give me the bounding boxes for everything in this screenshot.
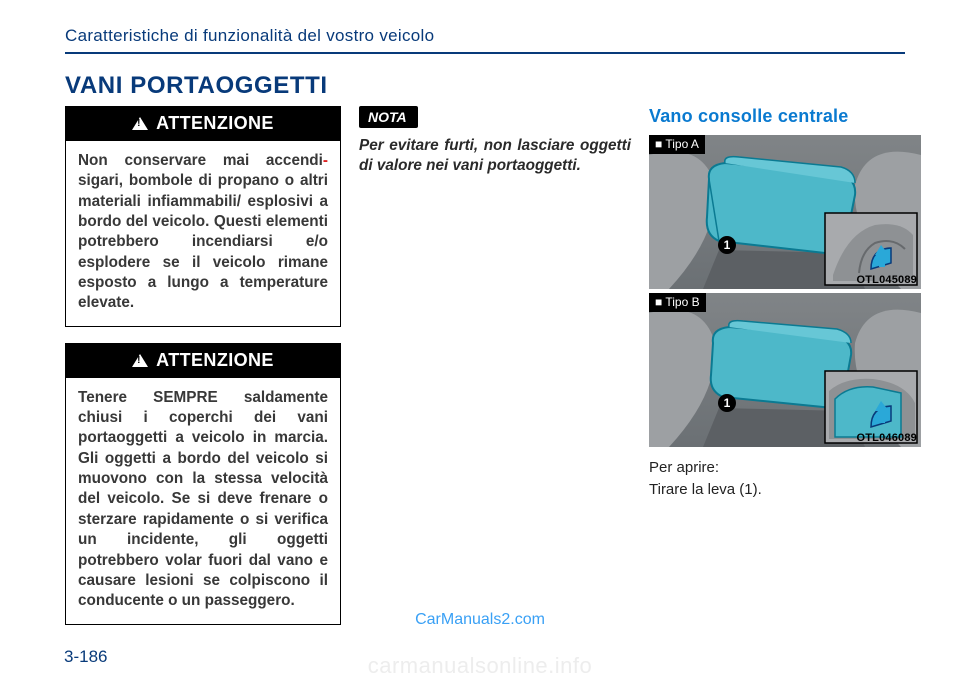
figure-tipo-b: 1 ■ Tipo B OTL046089 (649, 293, 921, 447)
warning-1-label: ATTENZIONE (156, 113, 274, 133)
watermark-carmanualsonline: carmanualsonline.info (368, 653, 593, 679)
warning-1-text-hl: - (323, 152, 328, 169)
section-header: Caratteristiche di funzionalità del vost… (65, 26, 905, 50)
warning-triangle-icon (132, 117, 148, 130)
warning-box-1: ATTENZIONE Non conservare mai accendi- si… (65, 106, 341, 327)
warning-triangle-icon (132, 354, 148, 367)
warning-1-text-post: sigari, bombole di propano o altri mater… (78, 172, 328, 311)
warning-2-body: Tenere SEMPRE saldamente chiusi i coperc… (66, 378, 340, 624)
subheading-console: Vano consolle centrale (649, 106, 921, 127)
figure-a-marker-1: 1 (724, 238, 731, 252)
warning-1-body: Non conservare mai accendi- sigari, bombo… (66, 141, 340, 326)
page-title: VANI PORTAOGGETTI (65, 72, 905, 100)
caption-line-2: Tirare la leva (1). (649, 479, 921, 501)
header-divider (65, 52, 905, 54)
page-number: 3-186 (64, 647, 107, 667)
warning-1-header: ATTENZIONE (66, 107, 340, 141)
figure-b-code: OTL046089 (856, 432, 917, 444)
figure-caption: Per aprire: Tirare la leva (1). (649, 457, 921, 501)
warning-2-label: ATTENZIONE (156, 350, 274, 370)
warning-box-2: ATTENZIONE Tenere SEMPRE saldamente chiu… (65, 343, 341, 625)
watermark-carmanuals2: CarManuals2.com (415, 611, 545, 629)
nota-tag: NOTA (359, 106, 418, 128)
figure-b-marker-1: 1 (724, 396, 731, 410)
column-middle: NOTA Per evitare furti, non lasciare ogg… (359, 106, 631, 641)
caption-line-1: Per aprire: (649, 457, 921, 479)
figure-tipo-a: 1 ■ Tipo A OTL045089 (649, 135, 921, 289)
figure-b-svg: 1 (649, 293, 921, 447)
warning-1-text-pre: Non conservare mai accendi (78, 152, 323, 169)
figure-a-code: OTL045089 (856, 274, 917, 286)
figure-b-type-badge: ■ Tipo B (649, 293, 706, 312)
figure-a-svg: 1 (649, 135, 921, 289)
figure-a-type-badge: ■ Tipo A (649, 135, 705, 154)
nota-text: Per evitare furti, non lasciare oggetti … (359, 136, 631, 176)
column-left: ATTENZIONE Non conservare mai accendi- si… (65, 106, 341, 641)
warning-2-header: ATTENZIONE (66, 344, 340, 378)
column-right: Vano consolle centrale 1 (649, 106, 921, 641)
